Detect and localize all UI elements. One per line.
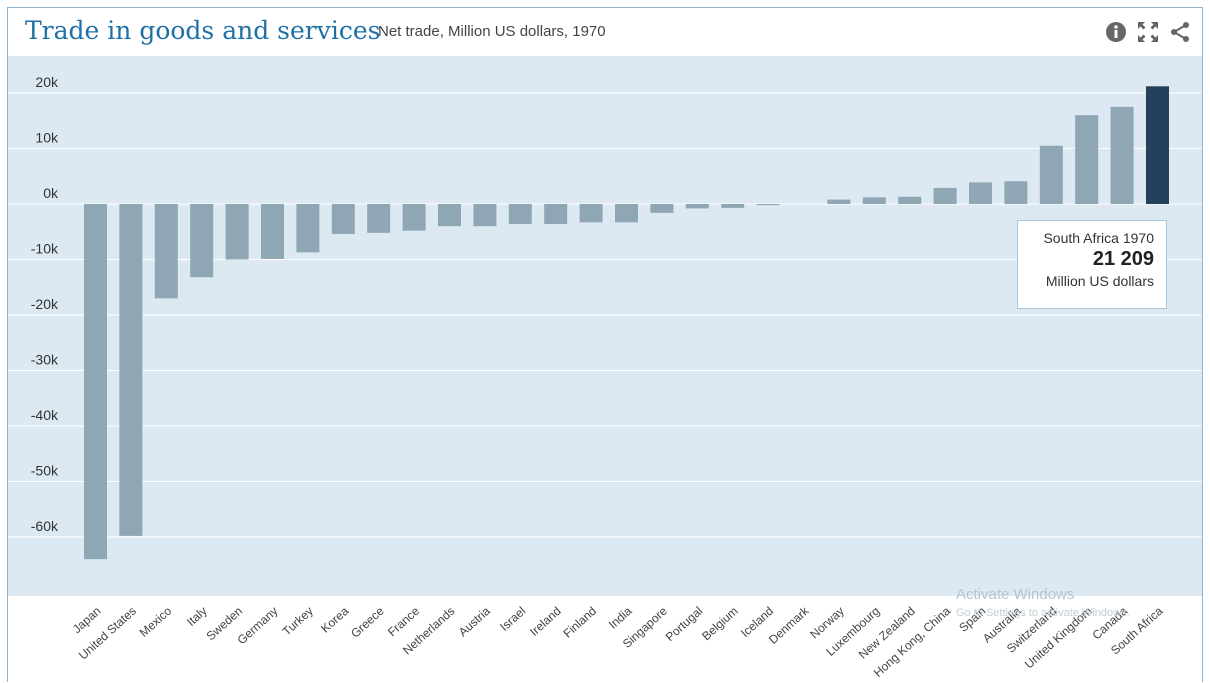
bar-chart: 20k10k0k-10k-20k-30k-40k-50k-60kJapanUni…: [8, 74, 1202, 680]
bar-united-kingdom[interactable]: [1075, 115, 1099, 204]
bar-japan[interactable]: [84, 204, 107, 560]
bar-israel[interactable]: [508, 204, 532, 224]
y-tick-label: -50k: [31, 463, 59, 479]
x-tick-label: Turkey: [280, 604, 316, 639]
bar-hong-kong-china[interactable]: [933, 187, 957, 204]
x-tick-label: Korea: [318, 604, 351, 636]
x-tick-label: Portugal: [663, 604, 706, 644]
y-tick-label: -30k: [31, 352, 59, 368]
y-tick-label: -60k: [31, 518, 59, 534]
bar-luxembourg[interactable]: [862, 197, 886, 204]
share-icon[interactable]: [1168, 20, 1192, 44]
tooltip: South Africa 1970 21 209 Million US doll…: [1017, 220, 1167, 309]
tooltip-unit: Million US dollars: [1045, 273, 1154, 289]
bar-australia[interactable]: [1004, 181, 1028, 204]
x-tick-label: Italy: [184, 604, 210, 629]
bar-united-states[interactable]: [119, 204, 143, 536]
x-tick-label: India: [606, 604, 635, 632]
tooltip-label: South Africa 1970: [1043, 230, 1154, 246]
bar-south-africa[interactable]: [1146, 86, 1169, 204]
y-tick-label: -40k: [31, 407, 59, 423]
chart-toolbar: [1104, 20, 1192, 44]
expand-icon[interactable]: [1136, 20, 1160, 44]
bar-norway[interactable]: [827, 199, 851, 204]
x-tick-label: Ireland: [527, 604, 564, 639]
bar-greece[interactable]: [367, 204, 391, 233]
y-tick-label: 20k: [35, 74, 59, 90]
tooltip-value: 21 209: [1092, 248, 1154, 270]
info-icon[interactable]: [1104, 20, 1128, 44]
chart-title: Trade in goods and services: [25, 16, 381, 45]
x-tick-label: Denmark: [766, 603, 812, 647]
bar-france[interactable]: [402, 204, 426, 231]
bar-mexico[interactable]: [154, 204, 178, 299]
bar-switzerland[interactable]: [1039, 145, 1063, 204]
watermark-title: Activate Windows: [956, 586, 1075, 603]
bar-italy[interactable]: [190, 204, 214, 278]
plot-area: [8, 56, 1202, 596]
x-tick-label: Mexico: [137, 604, 175, 640]
bar-austria[interactable]: [473, 204, 497, 227]
y-tick-label: -20k: [31, 296, 59, 312]
bar-finland[interactable]: [579, 204, 603, 223]
x-tick-label: Finland: [560, 604, 599, 641]
bar-germany[interactable]: [261, 204, 284, 259]
bar-korea[interactable]: [331, 204, 355, 234]
bar-ireland[interactable]: [544, 204, 568, 224]
bar-belgium[interactable]: [721, 204, 745, 208]
bar-spain[interactable]: [969, 182, 992, 204]
y-tick-label: 10k: [35, 130, 59, 146]
bar-netherlands[interactable]: [438, 204, 461, 227]
bar-new-zealand[interactable]: [898, 196, 922, 204]
bar-iceland[interactable]: [756, 204, 780, 206]
y-tick-label: -10k: [31, 241, 59, 257]
bar-portugal[interactable]: [685, 204, 709, 209]
bar-sweden[interactable]: [225, 204, 249, 260]
watermark-subtitle: Go to Settings to activate Windows.: [956, 607, 1130, 619]
bar-canada[interactable]: [1110, 106, 1134, 204]
x-tick-label: Greece: [348, 604, 387, 641]
chart-subtitle: Net trade, Million US dollars, 1970: [378, 23, 606, 40]
x-tick-label: Belgium: [699, 604, 741, 643]
bar-india[interactable]: [615, 204, 638, 223]
chart-panel: Trade in goods and services Net trade, M…: [7, 7, 1203, 682]
bar-turkey[interactable]: [296, 204, 320, 253]
bar-singapore[interactable]: [650, 204, 674, 213]
y-tick-label: 0k: [43, 185, 59, 201]
x-tick-label: Israel: [497, 604, 528, 634]
x-tick-label: Austria: [456, 604, 493, 640]
chart-header: Trade in goods and services Net trade, M…: [8, 8, 1202, 56]
